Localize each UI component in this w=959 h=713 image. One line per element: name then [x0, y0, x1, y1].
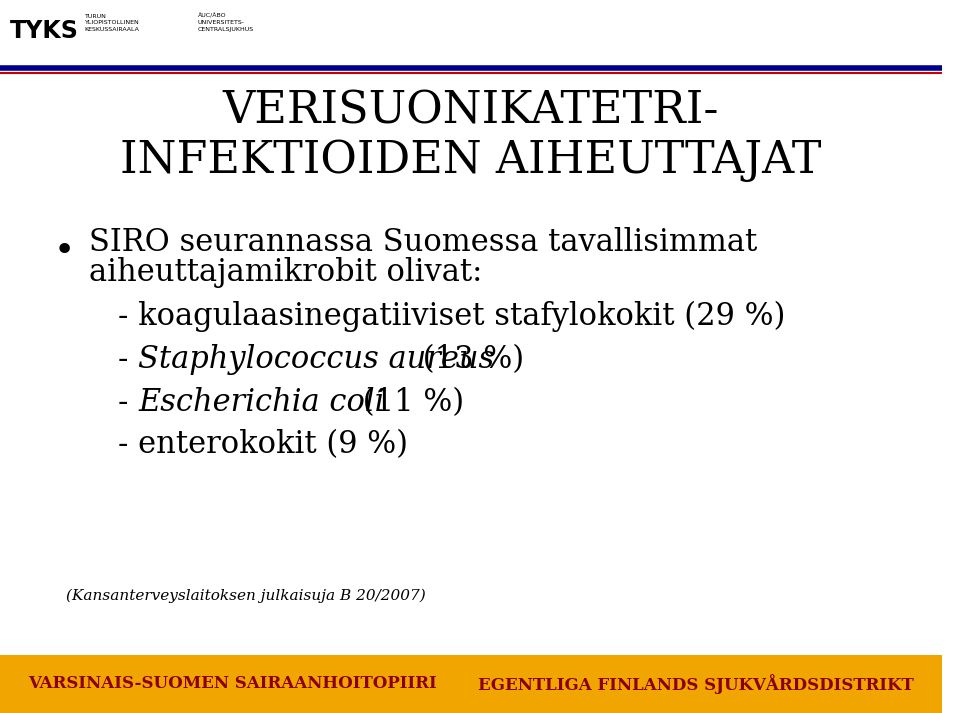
Text: Escherichia coli: Escherichia coli [138, 386, 385, 418]
Text: SIRO seurannassa Suomessa tavallisimmat: SIRO seurannassa Suomessa tavallisimmat [89, 227, 758, 258]
Text: (Kansanterveyslaitoksen julkaisuja B 20/2007): (Kansanterveyslaitoksen julkaisuja B 20/… [66, 588, 426, 602]
Text: VARSINAIS-SUOMEN SAIRAANHOITOPIIRI: VARSINAIS-SUOMEN SAIRAANHOITOPIIRI [28, 675, 437, 692]
Text: ÅUC/ÅBO
UNIVERSITETS-
CENTRALSJUKHUS: ÅUC/ÅBO UNIVERSITETS- CENTRALSJUKHUS [198, 14, 254, 32]
Text: VERISUONIKATETRI-: VERISUONIKATETRI- [222, 89, 719, 132]
Text: TYKS: TYKS [10, 19, 79, 43]
Text: Staphylococcus aureus: Staphylococcus aureus [138, 344, 495, 375]
Text: -: - [118, 344, 138, 375]
Text: INFEKTIOIDEN AIHEUTTAJAT: INFEKTIOIDEN AIHEUTTAJAT [120, 139, 822, 182]
Text: - koagulaasinegatiiviset stafylokokit (29 %): - koagulaasinegatiiviset stafylokokit (2… [118, 301, 785, 332]
Text: •: • [54, 234, 75, 268]
Text: EGENTLIGA FINLANDS SJUKVÅRDSDISTRIKT: EGENTLIGA FINLANDS SJUKVÅRDSDISTRIKT [478, 674, 914, 694]
Text: (13 %): (13 %) [412, 344, 524, 375]
Text: aiheuttajamikrobit olivat:: aiheuttajamikrobit olivat: [89, 257, 483, 288]
Bar [0, 655, 942, 713]
Text: (11 %): (11 %) [353, 386, 464, 418]
Text: TURUN
YLIOPISTOLLINEN
KESKUSSAIRAALA: TURUN YLIOPISTOLLINEN KESKUSSAIRAALA [84, 14, 140, 32]
Text: -: - [118, 386, 138, 418]
Text: - enterokokit (9 %): - enterokokit (9 %) [118, 429, 408, 461]
